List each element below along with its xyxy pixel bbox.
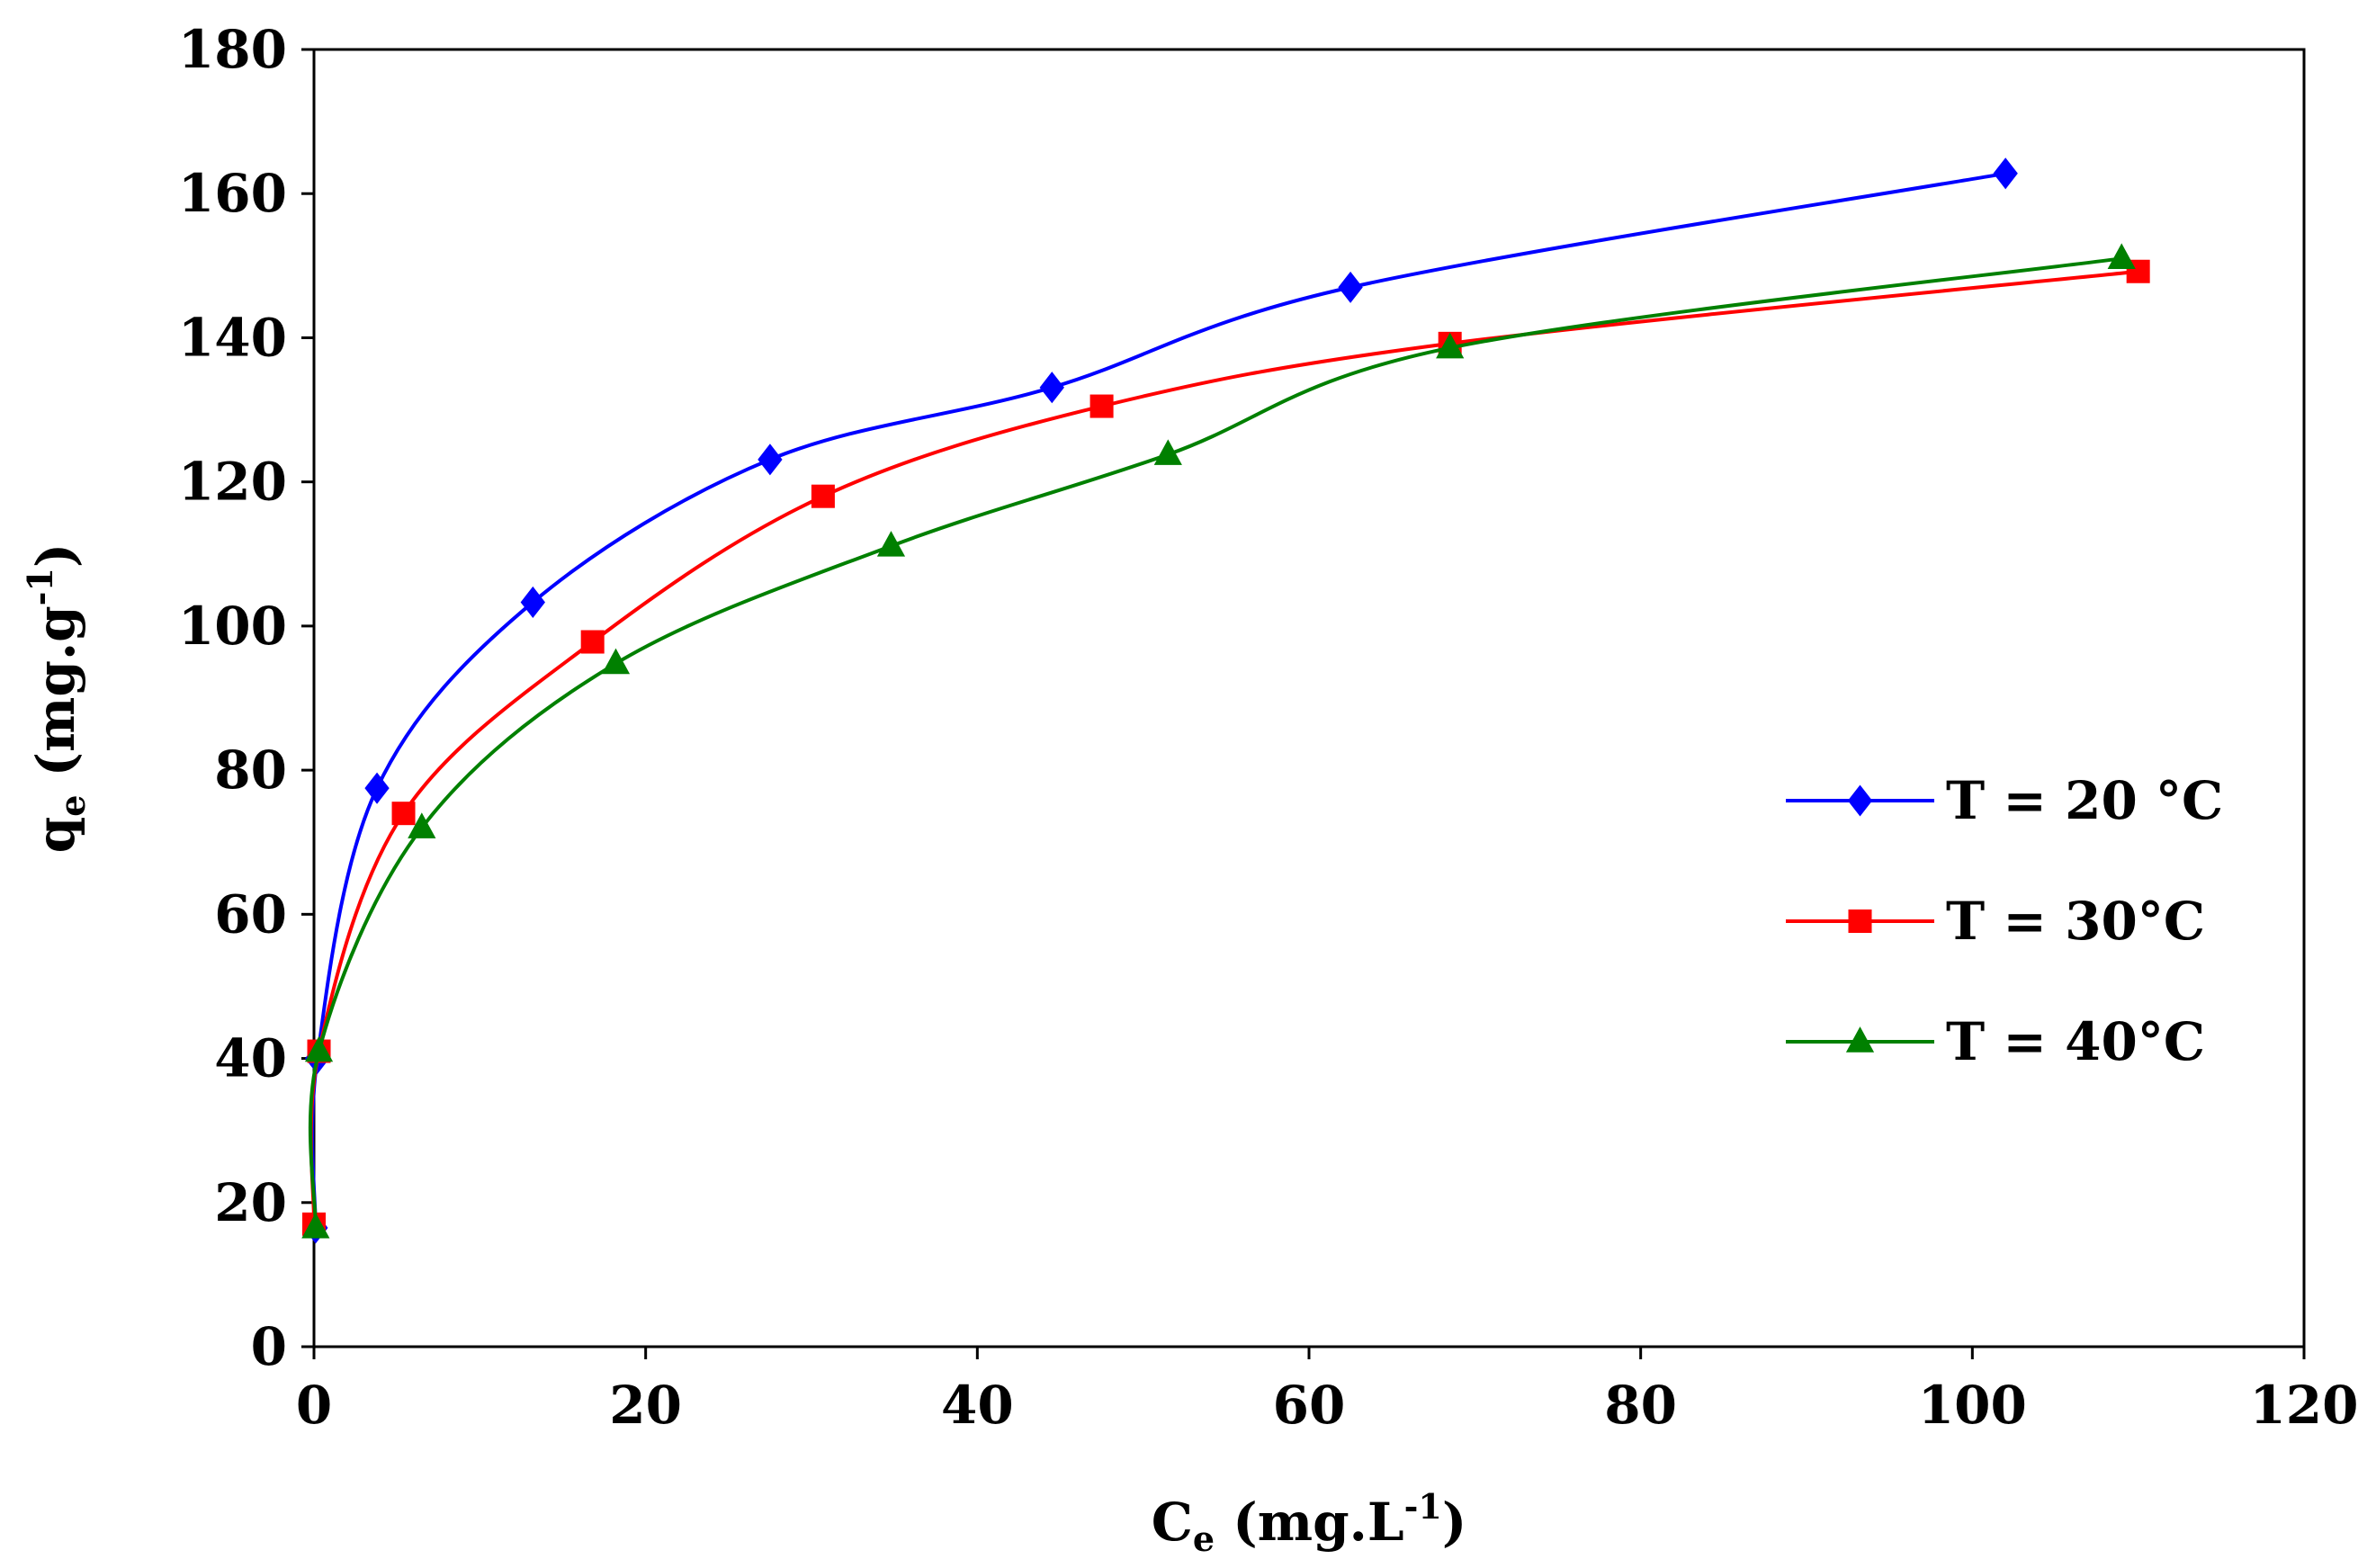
data-point bbox=[391, 802, 416, 826]
series-layer bbox=[301, 157, 2150, 1244]
y-tick-label: 160 bbox=[178, 163, 287, 224]
y-tick-label: 20 bbox=[214, 1172, 287, 1233]
data-point bbox=[758, 444, 783, 476]
data-point bbox=[2107, 243, 2136, 270]
data-point bbox=[811, 484, 835, 508]
data-point bbox=[601, 648, 631, 675]
y-tick-label: 140 bbox=[178, 307, 287, 368]
y-tick-label: 180 bbox=[178, 19, 287, 80]
data-point bbox=[1089, 394, 1114, 418]
series-line bbox=[309, 269, 2138, 1224]
legend-item: T = 30°C bbox=[1786, 891, 2205, 952]
y-tick-label: 120 bbox=[178, 452, 287, 513]
series-line bbox=[310, 171, 2006, 1228]
legend: T = 20 °C T = 30°C T = 40°C bbox=[1786, 770, 2223, 1072]
data-point bbox=[408, 812, 436, 838]
legend-label: T = 40°C bbox=[1946, 1011, 2205, 1072]
series-2 bbox=[302, 259, 2150, 1236]
x-tick-label: 20 bbox=[609, 1375, 682, 1436]
x-tick-label: 0 bbox=[296, 1375, 332, 1436]
y-tick-label: 0 bbox=[251, 1316, 287, 1377]
y-axis-label: qe (mg.g-1) bbox=[20, 543, 93, 854]
data-point bbox=[304, 1035, 334, 1062]
data-point bbox=[580, 630, 605, 654]
legend-marker bbox=[1848, 909, 1872, 933]
x-axis-label: Ce (mg.L-1) bbox=[1152, 1486, 1467, 1559]
data-point bbox=[301, 1212, 330, 1239]
data-point bbox=[1039, 372, 1064, 404]
x-tick-label: 80 bbox=[1604, 1375, 1677, 1436]
data-point bbox=[364, 772, 390, 804]
series-3 bbox=[301, 243, 2136, 1239]
plot-area bbox=[312, 48, 2306, 1348]
legend-marker bbox=[1847, 784, 1873, 817]
x-tick-label: 100 bbox=[1918, 1375, 2027, 1436]
data-point bbox=[1436, 332, 1465, 359]
data-point bbox=[520, 586, 545, 619]
legend-item: T = 40°C bbox=[1786, 1011, 2205, 1072]
x-axis: 0 20 40 60 80 100 120 bbox=[296, 1347, 2359, 1436]
y-tick-label: 40 bbox=[214, 1028, 287, 1089]
data-point bbox=[1338, 271, 1363, 303]
x-tick-label: 60 bbox=[1273, 1375, 1346, 1436]
data-point bbox=[1993, 157, 2018, 190]
y-tick-label: 80 bbox=[214, 739, 287, 801]
series-line bbox=[308, 256, 2122, 1228]
data-point bbox=[876, 531, 906, 557]
data-point bbox=[1153, 439, 1182, 465]
y-tick-label: 60 bbox=[214, 883, 287, 945]
x-tick-label: 40 bbox=[941, 1375, 1014, 1436]
legend-item: T = 20 °C bbox=[1786, 770, 2223, 831]
legend-label: T = 20 °C bbox=[1946, 770, 2223, 831]
legend-marker bbox=[1845, 1026, 1875, 1053]
x-tick-label: 120 bbox=[2249, 1375, 2358, 1436]
y-axis: 0 20 40 60 80 100 120 140 160 180 bbox=[178, 19, 314, 1377]
y-tick-label: 100 bbox=[178, 596, 287, 657]
legend-label: T = 30°C bbox=[1946, 891, 2205, 952]
